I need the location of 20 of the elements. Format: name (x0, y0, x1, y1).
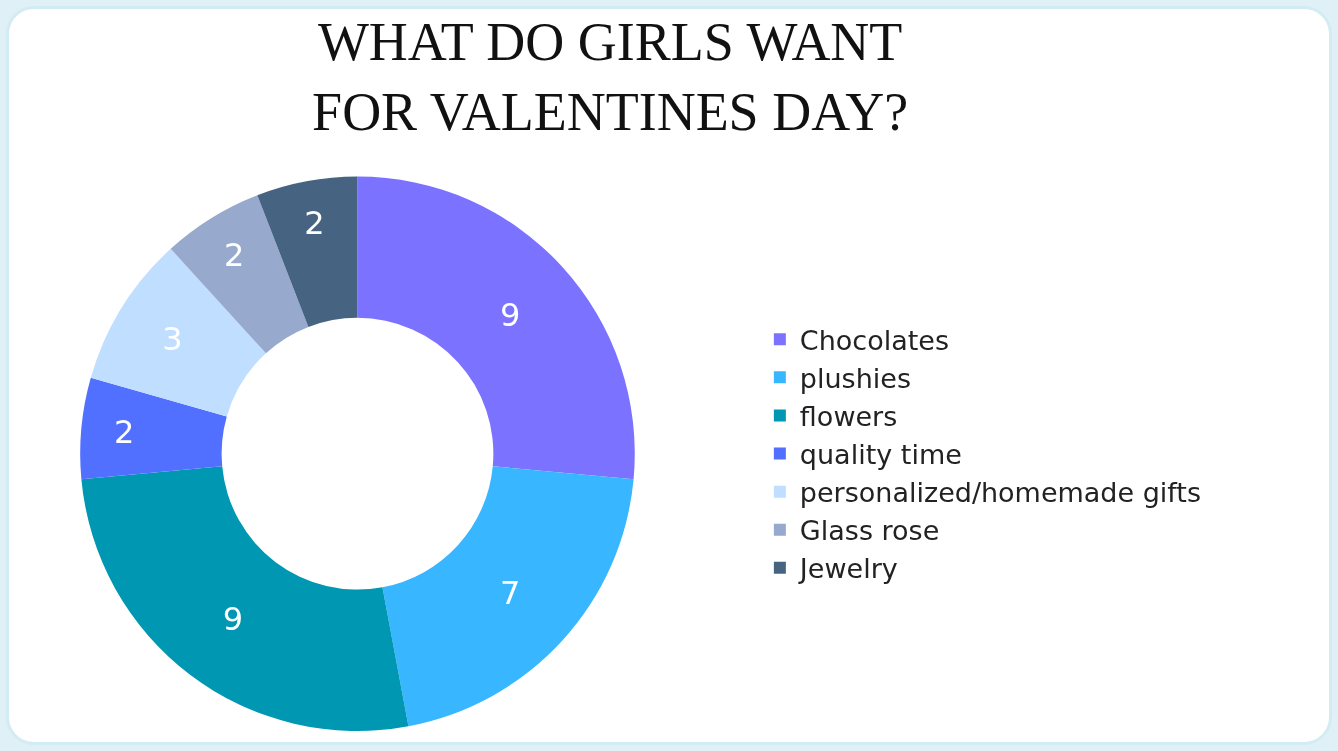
donut-slice (257, 176, 358, 328)
donut-slice (382, 466, 634, 727)
data-label: 7 (499, 573, 521, 612)
data-label: 2 (304, 204, 325, 243)
data-label: 9 (222, 599, 244, 638)
legend-label: quality time (799, 439, 962, 471)
legend-label: personalized/homemade gifts (799, 477, 1202, 509)
data-label: 9 (499, 295, 521, 334)
legend-label: Glass rose (799, 515, 940, 547)
legend-label: plushies (799, 362, 911, 394)
legend-label: flowers (799, 400, 898, 432)
donut-slice (80, 377, 227, 480)
chart-title: WHAT DO GIRLS WANT FOR VALENTINES DAY? (312, 12, 909, 143)
legend-label: Chocolates (799, 324, 950, 356)
donut-slice (357, 176, 635, 480)
legend-label: Jewelry (797, 553, 898, 585)
data-label: 2 (114, 413, 135, 452)
data-label: 3 (162, 320, 183, 359)
donut-slice (81, 466, 409, 731)
data-label: 2 (223, 235, 245, 274)
